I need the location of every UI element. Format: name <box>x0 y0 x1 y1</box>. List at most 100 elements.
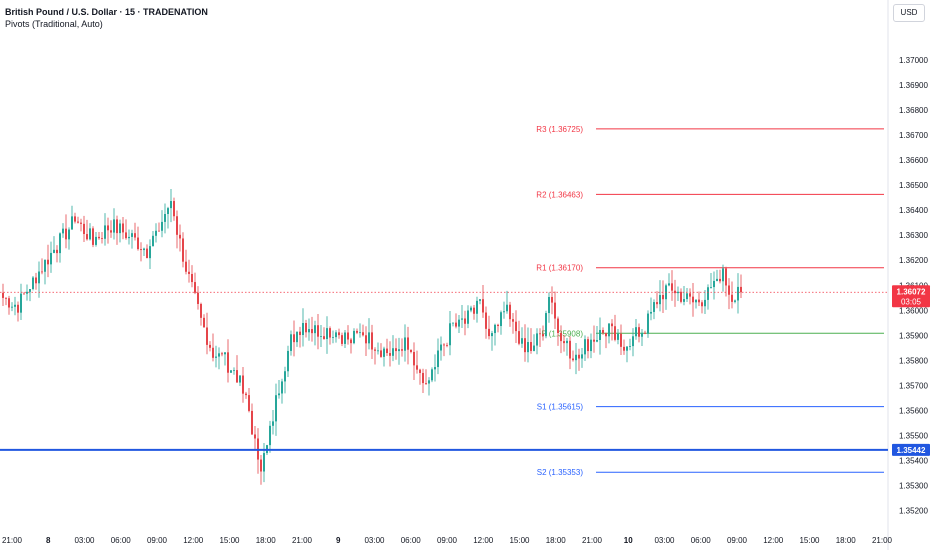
candle-body <box>224 352 226 355</box>
candle-body <box>518 331 520 344</box>
candle-body <box>452 322 454 324</box>
candle-body <box>554 302 556 319</box>
candle-body <box>110 230 112 233</box>
candle-body <box>617 333 619 340</box>
candle-body <box>170 201 172 209</box>
candle-body <box>101 238 103 239</box>
y-tick-label: 1.35300 <box>899 481 928 490</box>
candle-body <box>212 347 214 358</box>
x-tick-label: 09:00 <box>147 536 168 545</box>
x-tick-label: 12:00 <box>183 536 204 545</box>
candle-body <box>431 369 433 381</box>
candle-body <box>710 287 712 288</box>
candle-body <box>659 295 661 305</box>
candle-body <box>560 332 562 342</box>
candle-body <box>740 286 742 293</box>
candle-body <box>137 237 139 250</box>
candle-body <box>377 350 379 352</box>
candle-body <box>287 350 289 372</box>
y-tick-label: 1.35800 <box>899 356 928 365</box>
candle-body <box>383 348 385 357</box>
candle-body <box>536 333 538 346</box>
candle-body <box>77 221 79 223</box>
candle-body <box>59 233 61 254</box>
x-tick-label: 09:00 <box>727 536 748 545</box>
y-tick-label: 1.36200 <box>899 256 928 265</box>
candle-body <box>722 268 724 282</box>
candle-body <box>332 337 334 338</box>
candle-body <box>686 293 688 300</box>
candle-body <box>80 222 82 224</box>
x-tick-label: 12:00 <box>473 536 494 545</box>
candle-body <box>203 317 205 328</box>
candle-body <box>350 339 352 344</box>
candle-body <box>74 216 76 222</box>
candle-body <box>128 236 130 239</box>
x-tick-label: 21:00 <box>292 536 313 545</box>
time-axis: 21:00 8 03:00 06:00 09:00 12:00 15:00 18:00 21:0… <box>2 536 893 545</box>
candle-body <box>482 299 484 313</box>
horizontal-line-tag-label: 1.35442 <box>897 446 926 455</box>
candle-body <box>272 421 274 426</box>
candle-body <box>437 350 439 368</box>
pivot-label-r3: R3 (1.36725) <box>536 125 583 134</box>
candle-body <box>572 358 574 361</box>
candle-body <box>344 332 346 344</box>
candle-body <box>449 323 451 346</box>
currency-button[interactable]: USD <box>893 4 925 22</box>
candle-body <box>719 278 721 282</box>
candle-body <box>107 225 109 231</box>
candle-body <box>2 292 4 298</box>
candle-body <box>347 332 349 340</box>
candle-body <box>662 295 664 300</box>
candle-body <box>53 249 55 253</box>
candle-body <box>335 332 337 338</box>
x-tick-label: 06:00 <box>111 536 132 545</box>
x-tick-label: 21:00 <box>582 536 603 545</box>
candle-body <box>545 313 547 337</box>
candle-body <box>416 365 418 370</box>
candle-body <box>650 311 652 314</box>
candle-body <box>578 354 580 359</box>
indicator-label[interactable]: Pivots (Traditional, Auto) <box>5 19 103 29</box>
candle-body <box>734 300 736 302</box>
candle-body <box>92 228 94 245</box>
candle-body <box>479 299 481 301</box>
x-tick-label: 06:00 <box>401 536 422 545</box>
pivot-label-p: P (1.35908) <box>541 329 583 338</box>
candle-body <box>653 302 655 312</box>
candle-body <box>626 346 628 351</box>
candle-body <box>701 302 703 307</box>
candle-body <box>563 341 565 344</box>
candle-body <box>269 425 271 446</box>
candle-body <box>683 299 685 302</box>
candle-body <box>134 233 136 238</box>
candle-body <box>356 330 358 333</box>
pivot-label-s2: S2 (1.35353) <box>537 468 584 477</box>
candle-body <box>410 349 412 352</box>
x-tick-label: 8 <box>46 536 51 545</box>
candle-body <box>395 348 397 352</box>
candle-body <box>398 349 400 352</box>
candle-body <box>698 299 700 303</box>
pivot-label-r2: R2 (1.36463) <box>536 190 583 199</box>
candle-body <box>506 304 508 312</box>
candle-body <box>188 271 190 274</box>
x-tick-label: 15:00 <box>799 536 820 545</box>
candle-body <box>56 249 58 254</box>
candle-body <box>503 311 505 313</box>
candle-body <box>281 381 283 394</box>
candle-body <box>473 307 475 314</box>
candle-body <box>41 271 43 273</box>
chart-title: British Pound / U.S. Dollar · 15 · TRADE… <box>5 7 208 17</box>
candle-body <box>581 354 583 359</box>
candle-body <box>32 277 34 290</box>
candle-body <box>647 313 649 334</box>
x-tick-label: 9 <box>336 536 341 545</box>
candle-body <box>551 296 553 303</box>
candle-body <box>302 323 304 336</box>
candle-body <box>422 372 424 384</box>
y-tick-label: 1.36300 <box>899 231 928 240</box>
candle-body <box>278 393 280 396</box>
